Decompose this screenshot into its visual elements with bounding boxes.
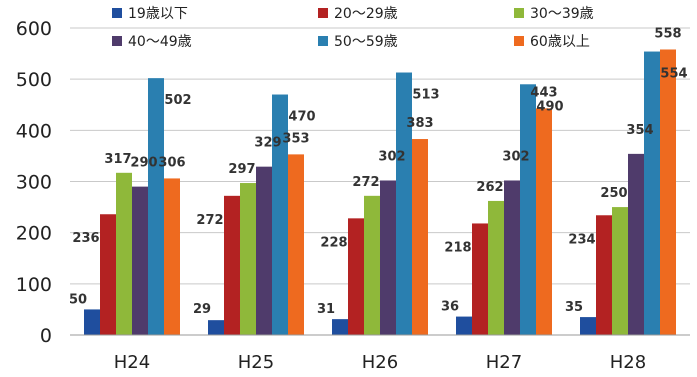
legend-label: 50〜59歳 (334, 34, 398, 50)
legend-swatch (514, 36, 524, 46)
bar-H28-series-3 (612, 207, 628, 335)
legend-label: 40〜49歳 (128, 34, 192, 50)
y-tick-label: 200 (16, 223, 52, 245)
bar-H26-series-3 (364, 195, 380, 335)
bar-H27-series-6 (536, 108, 552, 335)
y-tick-label: 500 (16, 69, 52, 91)
data-label: 262 (476, 180, 503, 195)
bar-H25-series-4 (256, 166, 272, 335)
bar-H26-series-5 (396, 72, 412, 335)
bar-H28-series-4 (628, 153, 644, 335)
x-tick-label: H27 (486, 352, 522, 373)
bar-H24-series-4 (132, 186, 148, 335)
x-tick-label: H26 (362, 352, 398, 373)
bars (84, 49, 676, 336)
legend-label: 19歳以下 (128, 6, 188, 22)
data-label: 35 (565, 300, 583, 315)
data-label: 353 (282, 131, 309, 146)
data-label: 29 (193, 302, 211, 317)
data-label: 272 (196, 213, 223, 228)
legend-swatch (112, 8, 122, 18)
data-label: 250 (600, 186, 627, 201)
data-label: 218 (444, 240, 471, 255)
data-label: 290 (130, 156, 157, 171)
data-label: 31 (317, 302, 335, 317)
bar-H24-series-1 (84, 309, 100, 335)
bar-H25-series-3 (240, 183, 256, 335)
legend-swatch (318, 8, 328, 18)
bar-H28-series-2 (596, 215, 612, 335)
data-label: 236 (72, 231, 99, 246)
bar-H25-series-1 (208, 320, 224, 335)
legend-swatch (112, 36, 122, 46)
bar-H26-series-6 (412, 139, 428, 335)
x-axis-ticks: H24 H25 H26 H27 H28 (114, 352, 646, 373)
y-tick-label: 600 (16, 18, 52, 40)
y-axis-ticks: 0 100 200 300 400 500 600 (16, 18, 52, 347)
bar-H26-series-1 (332, 319, 348, 335)
data-label: 443 (530, 85, 557, 100)
x-tick-label: H28 (610, 352, 646, 373)
bar-H24-series-2 (100, 214, 116, 335)
bar-H27-series-3 (488, 200, 504, 335)
bar-H28-series-6 (660, 49, 676, 336)
bar-H27-series-5 (520, 84, 536, 336)
data-label: 490 (536, 99, 563, 114)
bar-H26-series-2 (348, 218, 364, 335)
bar-H28-series-5 (644, 51, 660, 335)
bar-H27-series-1 (456, 316, 472, 335)
bar-H27-series-2 (472, 223, 488, 335)
data-label: 354 (626, 123, 653, 138)
bar-H24-series-6 (164, 178, 180, 335)
data-label: 470 (288, 110, 315, 125)
data-label: 329 (254, 136, 281, 151)
data-label: 502 (164, 93, 191, 108)
data-label: 306 (158, 155, 185, 170)
legend-swatch (514, 8, 524, 18)
y-tick-label: 300 (16, 172, 52, 194)
data-label: 272 (352, 175, 379, 190)
bar-H25-series-5 (272, 94, 288, 336)
data-label: 234 (568, 232, 595, 247)
data-label: 36 (441, 300, 459, 315)
legend-label: 60歳以上 (530, 34, 590, 50)
bar-H24-series-5 (148, 78, 164, 335)
data-label: 228 (320, 235, 347, 250)
bar-H28-series-1 (580, 317, 596, 335)
bar-H25-series-6 (288, 154, 304, 335)
y-tick-label: 100 (16, 274, 52, 296)
bar-H24-series-3 (116, 172, 132, 335)
legend-label: 30〜39歳 (530, 6, 594, 22)
legend: 19歳以下 20〜29歳 30〜39歳 40〜49歳 50〜59歳 60歳以上 (112, 6, 594, 50)
data-label: 302 (378, 149, 405, 164)
bar-H26-series-4 (380, 180, 396, 335)
data-label: 558 (654, 26, 681, 41)
y-tick-label: 400 (16, 120, 52, 142)
data-label: 50 (69, 292, 87, 307)
data-label: 383 (406, 116, 433, 131)
bar-H25-series-2 (224, 195, 240, 335)
x-tick-label: H25 (238, 352, 274, 373)
bar-H27-series-4 (504, 180, 520, 335)
data-label: 554 (660, 67, 687, 82)
data-label: 297 (228, 162, 255, 177)
data-label: 302 (502, 149, 529, 164)
legend-label: 20〜29歳 (334, 6, 398, 22)
data-label: 317 (104, 152, 131, 167)
data-label: 513 (412, 88, 439, 103)
legend-swatch (318, 36, 328, 46)
x-tick-label: H24 (114, 352, 150, 373)
y-tick-label: 0 (40, 325, 52, 347)
